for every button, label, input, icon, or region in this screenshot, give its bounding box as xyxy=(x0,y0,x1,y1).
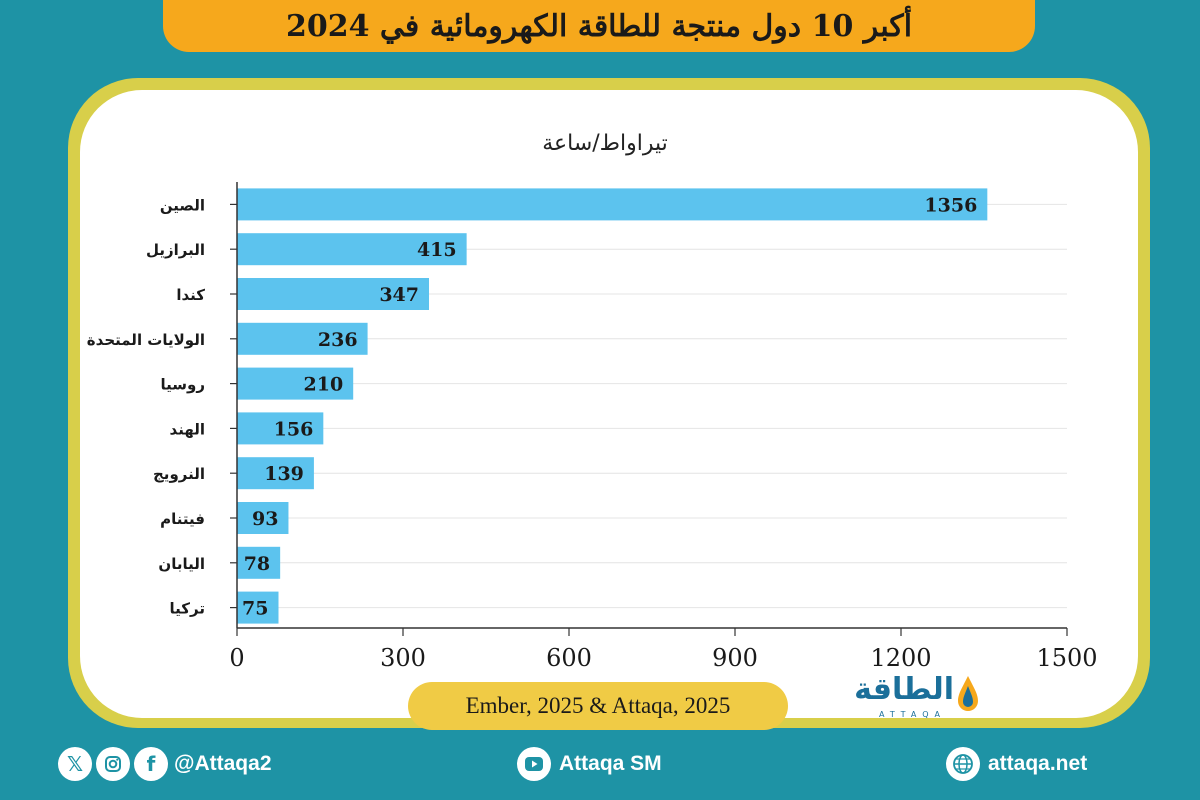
facebook-icon[interactable]: f xyxy=(134,747,168,781)
value-label: 93 xyxy=(252,508,278,530)
x-axis-ticks: 0 300 600 900 1200 1500 xyxy=(229,628,1098,672)
category-label: البرازيل xyxy=(146,241,205,259)
social-handle[interactable]: @Attaqa2 xyxy=(174,752,272,775)
value-label: 347 xyxy=(379,284,419,306)
social-links: 𝕏 f @Attaqa2 xyxy=(58,747,272,781)
bar xyxy=(237,322,368,355)
value-label: 210 xyxy=(304,374,344,396)
value-label: 139 xyxy=(264,463,304,485)
category-label: الصين xyxy=(160,196,205,214)
category-label: النرويج xyxy=(153,465,205,483)
value-label: 236 xyxy=(318,329,358,351)
source-pill: Ember, 2025 & Attaqa, 2025 xyxy=(408,682,788,730)
value-label: 415 xyxy=(417,239,457,261)
bar xyxy=(237,502,289,534)
category-label: الولايات المتحدة xyxy=(87,331,205,349)
unit-label: تيراواط/ساعة xyxy=(542,131,668,156)
x-tick-label: 600 xyxy=(546,644,592,672)
bar xyxy=(237,278,430,310)
x-tick-label: 0 xyxy=(229,644,244,672)
logo-text: الطاقة xyxy=(854,672,954,707)
bar xyxy=(237,546,281,579)
instagram-icon[interactable] xyxy=(96,747,130,781)
category-label: كندا xyxy=(176,286,205,304)
category-label: تركيا xyxy=(170,600,205,618)
youtube-link[interactable]: Attaqa SM xyxy=(517,747,662,781)
value-label: 156 xyxy=(274,418,314,440)
x-tick-label: 300 xyxy=(380,644,426,672)
x-tick-label: 900 xyxy=(712,644,758,672)
attaqa-logo: الطاقة ATTAQA xyxy=(832,672,982,722)
bar xyxy=(237,457,314,490)
title-bar: أكبر 10 دول منتجة للطاقة الكهرومائية في … xyxy=(163,0,1035,52)
youtube-label: Attaqa SM xyxy=(559,752,662,775)
category-label: الهند xyxy=(170,420,205,438)
bar xyxy=(237,367,354,400)
bar xyxy=(237,233,467,266)
value-label: 1356 xyxy=(924,194,977,216)
x-icon[interactable]: 𝕏 xyxy=(58,747,92,781)
value-label: 78 xyxy=(244,553,270,575)
value-labels: 1356 415 347 236 210 156 139 93 78 75 xyxy=(242,194,977,619)
x-tick-label: 1500 xyxy=(1036,644,1097,672)
category-labels: الصين البرازيل كندا الولايات المتحدة روسيا ال… xyxy=(87,196,205,617)
website-label: attaqa.net xyxy=(988,752,1088,775)
globe-icon xyxy=(946,747,980,781)
logo-subtext: ATTAQA xyxy=(879,710,946,719)
category-label: اليابان xyxy=(158,555,205,573)
source-text: Ember, 2025 & Attaqa, 2025 xyxy=(465,693,731,718)
x-tick-label: 1200 xyxy=(870,644,931,672)
bar xyxy=(237,188,988,221)
bar xyxy=(237,591,279,624)
footer: 𝕏 f @Attaqa2 Attaqa SM attaqa.net xyxy=(0,740,1200,800)
value-label: 75 xyxy=(242,598,268,620)
category-label: روسيا xyxy=(161,376,205,394)
category-label: فيتنام xyxy=(160,510,205,528)
bar xyxy=(237,412,324,445)
page-title: أكبر 10 دول منتجة للطاقة الكهرومائية في … xyxy=(285,8,913,44)
drop-icon xyxy=(958,676,978,711)
website-link[interactable]: attaqa.net xyxy=(946,747,1087,781)
youtube-icon xyxy=(517,747,551,781)
bars xyxy=(237,188,988,624)
